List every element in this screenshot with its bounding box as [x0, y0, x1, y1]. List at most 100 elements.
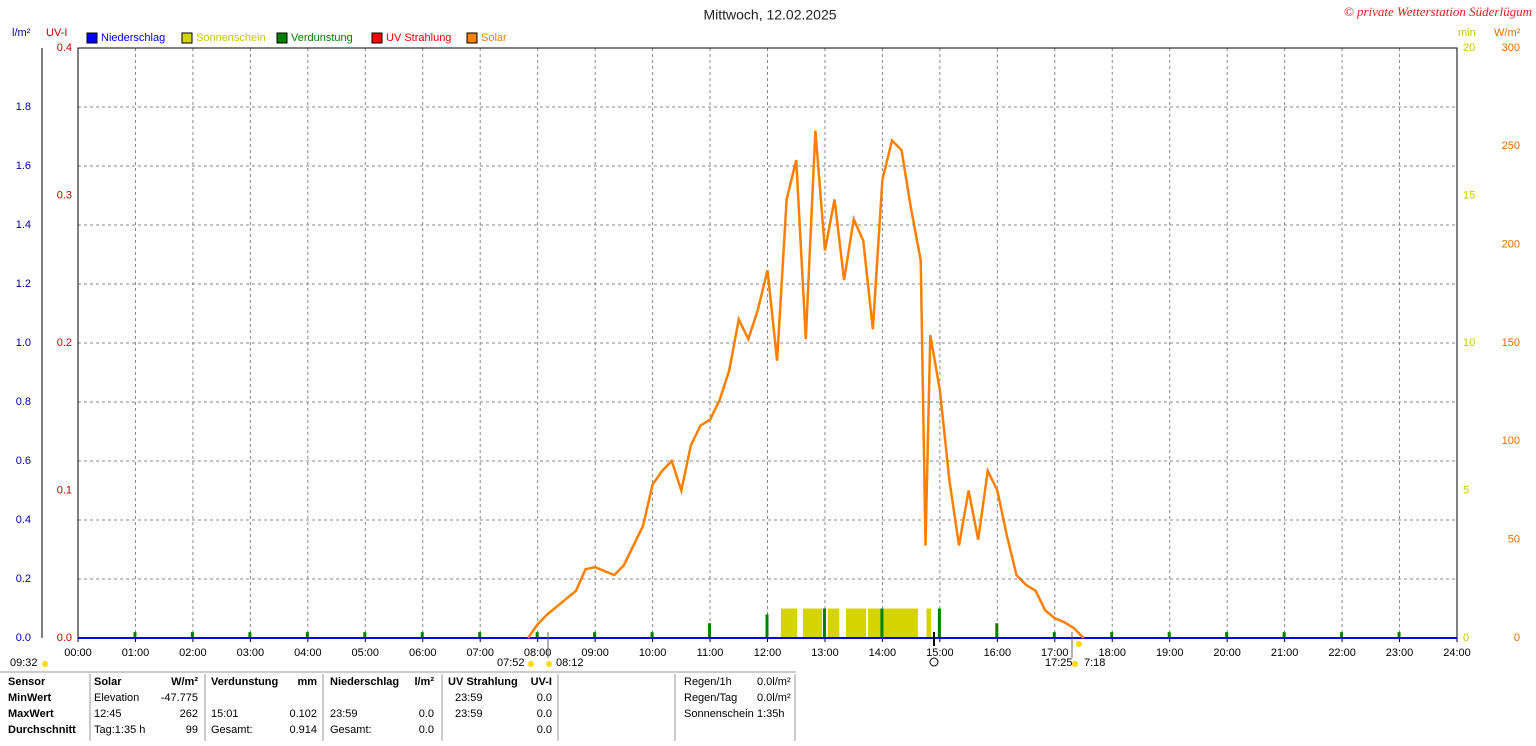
table-cell: Verdunstung [211, 676, 278, 688]
table-lines [0, 671, 796, 741]
x-tick-label: 03:00 [237, 647, 265, 659]
x-tick-label: 19:00 [1156, 647, 1184, 659]
x-tick-label: 08:00 [524, 647, 552, 659]
legend-label: UV Strahlung [386, 32, 451, 44]
y4-tick-label: 100 [1502, 435, 1520, 447]
table-cell: Sensor [8, 676, 46, 688]
x-tick-label: 22:00 [1328, 647, 1356, 659]
legend-label: Sonnenschein [196, 32, 266, 44]
y2-tick-label: 0.2 [57, 337, 72, 349]
table-cell: -47.775 [161, 692, 198, 704]
evaporation-bar [650, 632, 654, 638]
table-cell: 12:45 [94, 708, 122, 720]
x-tick-label: 18:00 [1098, 647, 1126, 659]
sunshine-bar [846, 608, 867, 638]
table-cell: 15:01 [211, 708, 239, 720]
y-tick-label: 1.0 [16, 337, 31, 349]
y-tick-label: 0.6 [16, 455, 31, 467]
x-tick-label: 02:00 [179, 647, 207, 659]
credit: © private Wetterstation Süderlügum [1344, 4, 1532, 19]
y2-tick-label: 0.4 [57, 42, 72, 54]
evaporation-bar [1167, 632, 1171, 638]
table-cell: Gesamt: [330, 724, 372, 736]
sunshine-bar [926, 608, 932, 638]
table-cell: 0.0 [537, 708, 552, 720]
y3-tick-label: 5 [1463, 484, 1469, 496]
evaporation-bar [880, 608, 884, 638]
evaporation-bar [1225, 632, 1229, 638]
summary-label: Regen/1h [684, 676, 732, 688]
chart-title: Mittwoch, 12.02.2025 [703, 7, 836, 23]
table-cell: W/m² [171, 676, 198, 688]
summary-value: 0.0l/m² [757, 692, 791, 704]
table-cell: 0.102 [289, 708, 317, 720]
sun-icon [1076, 641, 1082, 647]
summary-label: Sonnenschein [684, 708, 754, 720]
evaporation-bar [1052, 632, 1056, 638]
evaporation-bar [937, 608, 941, 638]
evaporation-bar [1282, 632, 1286, 638]
y2-tick-label: 0.1 [57, 484, 72, 496]
x-tick-label: 09:00 [581, 647, 609, 659]
sun-icon [546, 661, 552, 667]
x-tick-label: 04:00 [294, 647, 322, 659]
solar-line [527, 130, 1085, 639]
table-cell: MinWert [8, 692, 52, 704]
x-tick-label: 07:00 [466, 647, 494, 659]
table-cell: 0.914 [289, 724, 317, 736]
sun-icon [42, 661, 48, 667]
moon-icon [929, 657, 939, 667]
sunshine-bar [802, 608, 823, 638]
table-cell: 23:59 [455, 692, 483, 704]
table-cell: 0.0 [537, 692, 552, 704]
x-tick-label: 13:00 [811, 647, 839, 659]
annotation: 07:52 [497, 657, 525, 669]
y4-tick-label: 0 [1514, 632, 1520, 644]
y-axis-title: l/m² [12, 27, 31, 39]
y3-tick-label: 10 [1463, 337, 1475, 349]
y-tick-label: 0.4 [16, 514, 31, 526]
x-tick-label: 15:00 [926, 647, 954, 659]
x-tick-label: 14:00 [869, 647, 897, 659]
x-tick-label: 11:00 [697, 647, 724, 659]
evaporation-bar [995, 623, 999, 638]
x-tick-label: 01:00 [122, 647, 150, 659]
table-cell: 23:59 [455, 708, 483, 720]
annotation: 09:32 [10, 657, 38, 669]
table-cell: mm [297, 676, 317, 688]
evaporation-bar [1110, 632, 1114, 638]
table-cell: 0.0 [419, 724, 434, 736]
x-tick-label: 12:00 [754, 647, 782, 659]
evaporation-bar [133, 632, 137, 638]
y-tick-label: 1.4 [16, 219, 31, 231]
evaporation-bar [1397, 632, 1401, 638]
y3-axis-title: min [1458, 27, 1476, 39]
evaporation-bar [535, 632, 539, 638]
legend-swatch [466, 32, 478, 44]
y-tick-label: 0.0 [16, 632, 31, 644]
legend-label: Verdunstung [291, 32, 353, 44]
annotation: 7:18 [1084, 657, 1105, 669]
x-tick-label: 00:00 [64, 647, 92, 659]
table-cell: Gesamt: [211, 724, 253, 736]
sun-icon [528, 661, 534, 667]
y4-tick-label: 200 [1502, 239, 1520, 251]
evaporation-bar [363, 632, 367, 638]
sunshine-bar [868, 608, 918, 638]
evaporation-bar [765, 614, 769, 638]
y3-tick-label: 20 [1463, 42, 1475, 54]
y-tick-label: 1.6 [16, 160, 31, 172]
table-cell: MaxWert [8, 708, 54, 720]
evaporation-bar [822, 608, 826, 638]
y3-tick-label: 0 [1463, 632, 1469, 644]
table-cell: Elevation [94, 692, 139, 704]
x-tick-label: 16:00 [984, 647, 1012, 659]
y4-axis-title: W/m² [1494, 27, 1521, 39]
table-cell: Durchschnitt [8, 724, 76, 736]
legend-swatch [181, 32, 193, 44]
y-tick-label: 0.2 [16, 573, 31, 585]
y2-axis-title: UV-I [46, 27, 67, 39]
x-tick-label: 10:00 [639, 647, 667, 659]
sunshine-bar [780, 608, 798, 638]
